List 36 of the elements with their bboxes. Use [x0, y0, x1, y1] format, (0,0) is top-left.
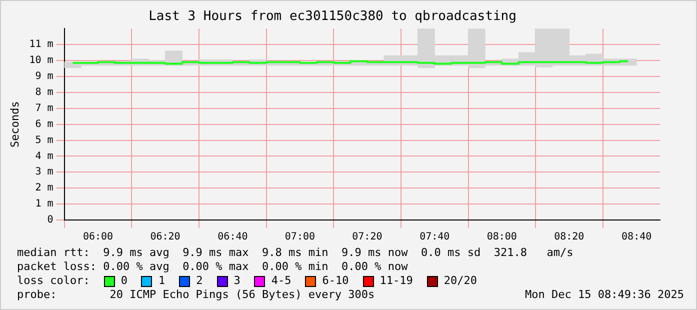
legend-label: 11-19: [380, 274, 413, 288]
legend-label: 4-5: [271, 274, 292, 288]
y-tick-label: 10 m: [29, 55, 54, 66]
y-tick-label: 9 m: [35, 71, 54, 82]
x-tick-label: 08:40: [622, 232, 652, 243]
legend-label: 6-10: [322, 274, 349, 288]
x-tick-label: 08:00: [486, 232, 517, 243]
y-tick-label: 3 m: [35, 166, 54, 178]
legend-label: 0: [120, 274, 128, 288]
x-tick-label: 07:00: [284, 232, 315, 243]
text: packet loss: 0.00 % avg 0.00 % max 0.00 % min 0.00 % now: [17, 260, 409, 274]
legend-label: 1: [158, 274, 166, 288]
y-axis-title: Seconds: [8, 101, 22, 148]
x-tick-label: 07:20: [352, 232, 382, 243]
y-tick-label: 4 m: [35, 150, 54, 162]
x-tick-label: 06:20: [150, 232, 180, 243]
y-tick-label: 1 m: [35, 198, 54, 210]
legend-label: 3: [234, 274, 240, 288]
y-tick-label: 5 m: [35, 134, 54, 146]
y-tick-label: 11 m: [29, 39, 54, 50]
x-tick-label: 08:20: [554, 232, 584, 243]
text: Mon Dec 15 08:49:36 2025: [525, 288, 684, 302]
y-tick-label: 6 m: [35, 118, 54, 130]
x-tick-label: 06:40: [218, 232, 248, 243]
y-tick-label: 0: [47, 214, 54, 226]
y-tick-label: 2 m: [35, 182, 54, 194]
text: median rtt: 9.9 ms avg 9.9 ms max 9.8 ms min 9.9 ms now 0.0 ms sd 321.8 am/s: [17, 246, 574, 260]
x-tick-label: 06:00: [82, 232, 114, 243]
legend-title: loss color:: [17, 274, 90, 288]
chart-title: Last 3 Hours from ec301150c380 to qbroadcasting: [148, 9, 516, 24]
y-tick-label: 7 m: [35, 102, 54, 114]
legend-label: 20/20: [444, 274, 477, 288]
y-tick-label: 8 m: [35, 86, 54, 98]
legend-label: 2: [196, 274, 203, 288]
x-tick-label: 07:40: [420, 232, 450, 243]
text: probe: 20 ICMP Echo Pings (56 Bytes) every 300s: [17, 288, 375, 302]
